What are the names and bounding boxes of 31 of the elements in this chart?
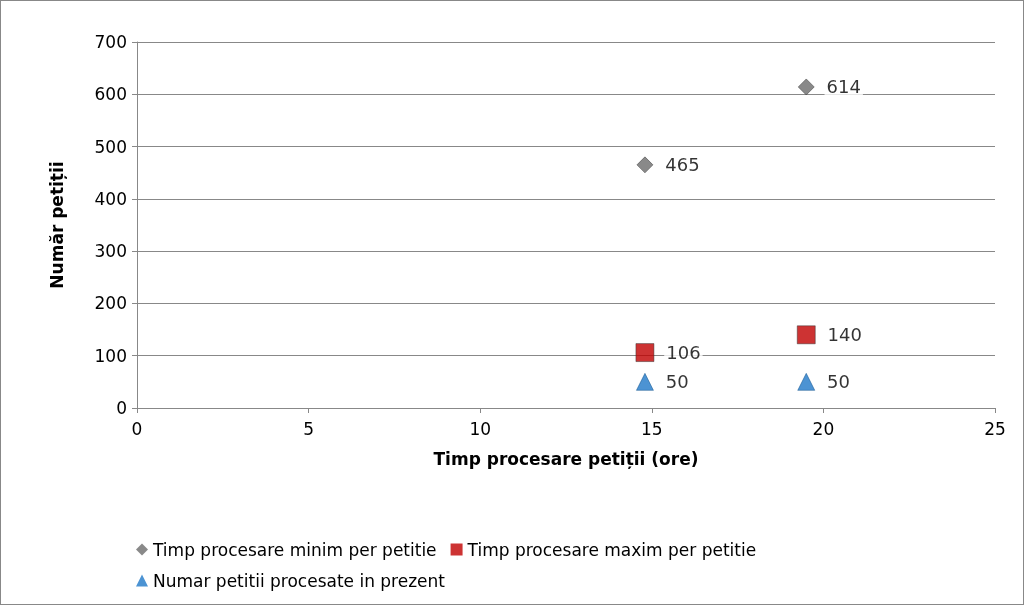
x-axis-title: Timp procesare petiții (ore) [433,448,699,469]
data-label: 106 [666,342,701,364]
x-tick-label: 5 [303,418,315,439]
point [635,343,655,362]
point [797,78,815,96]
y-tick-label: 700 [94,32,127,52]
data-label: 50 [665,371,689,393]
data-label: 614 [826,76,861,98]
data-label: 140 [827,324,862,346]
x-tick-label: 10 [469,418,492,439]
legend-label: Timp procesare minim per petitie [152,539,437,560]
legend-label: Timp procesare maxim per petitie [466,539,757,560]
y-tick-label: 400 [94,188,127,209]
point [636,373,654,391]
x-tick-label: 15 [640,418,663,439]
data-label: 465 [665,154,700,176]
point [796,325,816,345]
y-tick-label: 100 [94,345,127,366]
point [636,156,654,174]
x-tick-label: 0 [131,418,143,439]
data-label: 50 [827,371,850,393]
y-tick-label: 200 [94,293,127,314]
y-tick-label: 600 [94,84,127,105]
legend-label: Numar petitii procesate in prezent [153,570,446,591]
point [797,373,816,391]
y-axis-title: Număr petiții [46,161,67,289]
x-tick-label: 25 [984,418,1006,439]
x-tick-label: 20 [812,418,835,439]
y-tick-label: 300 [94,241,127,262]
y-tick-label: 500 [94,136,127,157]
y-tick-label: 0 [116,398,127,418]
